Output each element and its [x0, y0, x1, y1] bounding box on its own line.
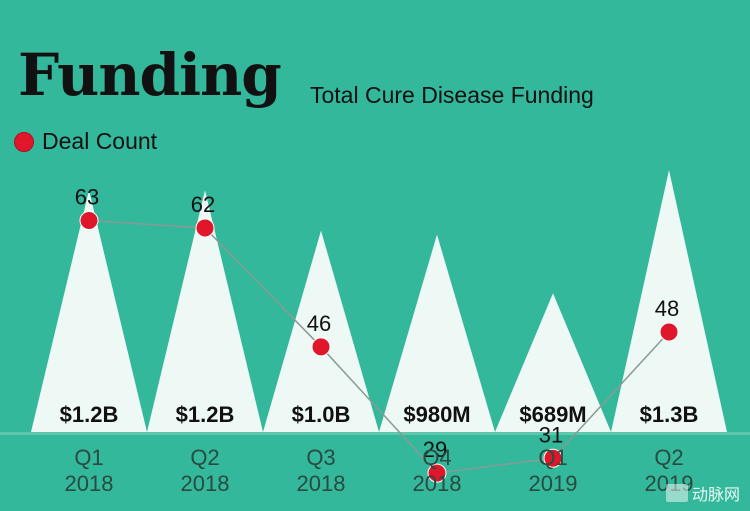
- year-tick-label: 2019: [529, 471, 578, 496]
- funding-label: $1.3B: [640, 402, 699, 427]
- quarter-tick-label: Q1: [538, 445, 567, 470]
- watermark-text: 动脉网: [691, 487, 740, 504]
- year-tick-label: 2018: [297, 471, 346, 496]
- deal-count-label: 46: [307, 311, 331, 336]
- deal-count-point: [311, 337, 331, 357]
- deal-count-point: [195, 218, 215, 238]
- deal-count-line: [88, 219, 670, 474]
- chart-subtitle: Total Cure Disease Funding: [310, 82, 594, 108]
- deal-count-label: 63: [75, 185, 99, 210]
- funding-label: $1.0B: [292, 402, 351, 427]
- year-tick-label: 2019: [645, 471, 694, 496]
- legend: Deal Count: [14, 128, 157, 155]
- deal-count-label: 31: [539, 422, 563, 447]
- funding-label: $1.2B: [60, 402, 119, 427]
- funding-label: $689M: [519, 402, 586, 427]
- deal-count-point: [427, 463, 447, 483]
- year-tick-label: 2018: [413, 471, 462, 496]
- funding-label: $980M: [403, 402, 470, 427]
- deal-count-label: 29: [423, 437, 447, 462]
- funding-mountain: [31, 190, 147, 432]
- funding-mountain: [495, 293, 611, 432]
- legend-dot-icon: [14, 131, 34, 152]
- funding-mountain: [611, 170, 727, 432]
- deal-count-label: 62: [191, 192, 215, 217]
- deal-count-point: [543, 448, 563, 468]
- funding-mountain: [147, 190, 263, 432]
- chart-baseline: [0, 432, 750, 435]
- quarter-tick-label: Q1: [74, 445, 103, 470]
- funding-label: $1.2B: [176, 402, 235, 427]
- quarter-tick-label: Q4: [422, 445, 451, 470]
- quarter-tick-label: Q3: [306, 445, 335, 470]
- funding-mountain: [263, 230, 379, 432]
- quarter-tick-label: Q2: [654, 445, 683, 470]
- deal-count-label: 48: [655, 296, 679, 321]
- page-title: Funding: [18, 41, 282, 109]
- funding-mountain: [379, 234, 495, 432]
- deal-count-point: [79, 211, 99, 231]
- legend-label: Deal Count: [42, 128, 158, 154]
- deal-count-point: [659, 322, 679, 342]
- quarter-tick-label: Q2: [190, 445, 219, 470]
- year-tick-label: 2018: [65, 471, 114, 496]
- watermark-logo-icon: [665, 484, 688, 502]
- watermark: 动脉网: [665, 481, 740, 505]
- year-tick-label: 2018: [181, 471, 230, 496]
